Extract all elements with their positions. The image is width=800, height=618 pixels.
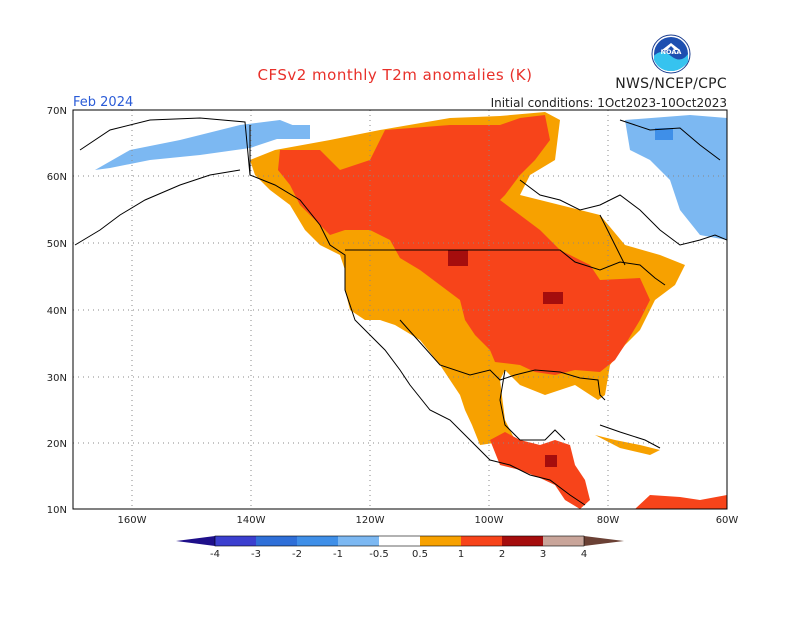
anomaly-cold-cell [655, 128, 673, 140]
colorbar-high-arrow [584, 536, 624, 546]
lat-label: 60N [47, 172, 67, 183]
colorbar-label: 3 [540, 549, 546, 560]
anomaly-mexico-region [490, 432, 590, 509]
colorbar-label: 1 [458, 549, 464, 560]
lon-label: 160W [118, 515, 147, 526]
lon-label: 140W [237, 515, 266, 526]
anomaly-2-3-cell-a [448, 250, 468, 266]
colorbar-label: -4 [210, 549, 220, 560]
colorbar-low-arrow [176, 536, 215, 546]
lat-label: 70N [47, 106, 67, 117]
colorbar-segment [215, 536, 256, 546]
lon-label: 100W [475, 515, 504, 526]
lon-label: 80W [597, 515, 620, 526]
colorbar-segment [461, 536, 502, 546]
anomaly-cold-arctic [95, 120, 300, 170]
initial-conditions: Initial conditions: 1Oct2023-10Oct2023 [490, 96, 727, 110]
anomaly-1-2-region [278, 115, 650, 375]
colorbar-label: -2 [292, 549, 302, 560]
lat-label: 50N [47, 239, 67, 250]
forecast-month: Feb 2024 [73, 95, 134, 110]
lat-label: 10N [47, 505, 67, 516]
coastlines [74, 117, 727, 506]
agency-label: NWS/NCEP/CPC [615, 76, 727, 92]
noaa-logo-text: NOAA [661, 48, 682, 56]
lat-label: 20N [47, 439, 67, 450]
graticule [73, 110, 727, 509]
longitude-labels: 160W 140W 120W 100W 80W 60W [118, 515, 739, 526]
colorbar-segment [502, 536, 543, 546]
colorbar-segment [379, 536, 420, 546]
anomaly-south-america-region [635, 495, 727, 509]
lon-label: 120W [356, 515, 385, 526]
latitude-labels: 70N 60N 50N 40N 30N 20N 10N [47, 106, 67, 516]
colorbar-label: -0.5 [369, 549, 389, 560]
anomaly-caribbean-region [595, 435, 660, 455]
map-frame [72, 109, 728, 510]
colorbar-segment [338, 536, 379, 546]
colorbar-label: 0.5 [412, 549, 428, 560]
colorbar-segment [543, 536, 584, 546]
anomaly-shading [73, 110, 727, 509]
lat-label: 30N [47, 373, 67, 384]
noaa-logo: NOAA [651, 34, 691, 74]
colorbar-label: 4 [581, 549, 587, 560]
map-title: CFSv2 monthly T2m anomalies (K) [257, 66, 533, 84]
lat-label: 40N [47, 306, 67, 317]
colorbar: -4 -3 -2 -1 -0.5 0.5 1 2 3 4 [176, 535, 624, 560]
colorbar-segment [420, 536, 461, 546]
colorbar-label: 2 [499, 549, 505, 560]
colorbar-label: -3 [251, 549, 261, 560]
colorbar-segment [256, 536, 297, 546]
colorbar-segment [297, 536, 338, 546]
colorbar-label: -1 [333, 549, 343, 560]
anomaly-2-3-cell-c [545, 455, 557, 467]
anomaly-2-3-cell-b [543, 292, 563, 304]
lon-label: 60W [716, 515, 739, 526]
anomaly-cold-alaska [265, 125, 310, 139]
